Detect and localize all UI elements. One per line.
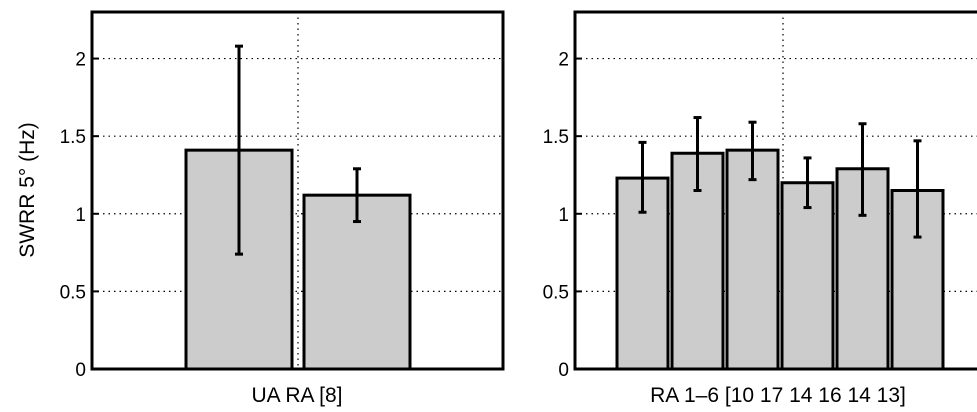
y-tick-label: 0 [75,360,86,381]
right-panel: 0 0.5 1 1.5 2 RA 1–6 [10 17 14 16 14 13] [543,10,977,407]
y-tick-label: 1 [558,205,569,226]
y-tick-label: 1 [75,205,86,226]
y-tick-label: 2 [75,50,86,71]
bar [184,148,294,371]
y-tick-label: 1.5 [60,127,86,148]
y-axis-label: SWRR 5° (Hz) [16,122,39,258]
axes-frame [573,10,977,371]
y-tick-label: 0.5 [543,282,569,303]
axes-frame [90,10,505,371]
x-axis-label: RA 1–6 [10 17 14 16 14 13] [650,384,906,407]
y-tick-label: 1.5 [543,127,569,148]
bar [780,181,835,371]
y-tick-label: 0.5 [60,282,86,303]
x-axis-label: UA RA [8] [251,384,342,407]
y-tick-label: 2 [558,50,569,71]
bar [725,148,780,371]
y-tick-label: 0 [558,360,569,381]
left-panel: 0 0.5 1 1.5 2 UA RA [8] [60,10,505,407]
